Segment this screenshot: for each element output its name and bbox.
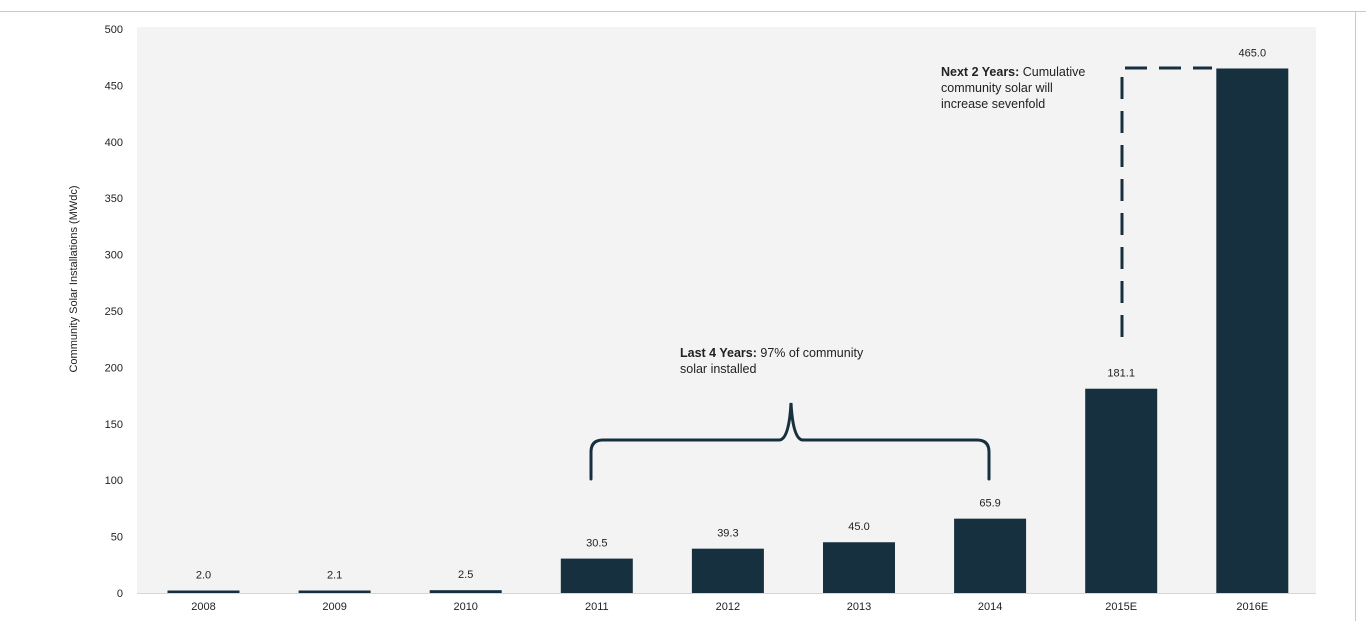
y-tick-label: 250 <box>105 306 123 318</box>
bar-2014 <box>954 518 1027 593</box>
right-border <box>1355 11 1356 621</box>
y-axis-label: Community Solar Installations (MWdc) <box>68 185 80 372</box>
y-tick-label: 400 <box>105 137 123 149</box>
next-two-years-annotation: Next 2 Years: Cumulative <box>941 65 1085 79</box>
value-label: 2.0 <box>196 570 211 582</box>
y-tick-label: 150 <box>105 419 123 431</box>
x-tick-label: 2010 <box>453 601 477 613</box>
y-tick-label: 500 <box>105 24 123 36</box>
y-tick-label: 300 <box>105 250 123 262</box>
value-label: 465.0 <box>1239 47 1267 59</box>
top-border <box>0 11 1366 12</box>
x-tick-label: 2011 <box>585 601 609 613</box>
value-label: 30.5 <box>586 538 607 550</box>
next-two-years-connector <box>1120 66 1212 337</box>
next-two-years-annotation-line3: increase sevenfold <box>941 97 1045 111</box>
value-label: 39.3 <box>717 528 738 540</box>
bar-2013 <box>823 542 895 593</box>
x-tick-label: 2013 <box>847 601 871 613</box>
bar-2008 <box>167 590 240 593</box>
bar-2011 <box>560 558 633 593</box>
y-tick-label: 200 <box>105 362 123 374</box>
next-two-years-annotation-line2: community solar will <box>941 81 1053 95</box>
y-tick-label: 350 <box>105 193 123 205</box>
y-axis-ticks: 0 50 100 150 200 250 300 350 400 450 500 <box>105 24 123 600</box>
value-label: 65.9 <box>979 498 1000 510</box>
last-four-years-annotation: Last 4 Years: 97% of community <box>680 346 864 360</box>
value-label: 2.5 <box>458 569 473 581</box>
bars <box>167 68 1289 594</box>
bar-2016e <box>1216 68 1289 594</box>
last-four-years-bold: Last 4 Years: <box>680 346 757 360</box>
bar-2010 <box>429 590 502 593</box>
bar-2015e <box>1085 388 1158 593</box>
x-tick-label: 2016E <box>1236 601 1268 613</box>
value-label: 181.1 <box>1107 368 1135 380</box>
next-two-years-line1: Cumulative <box>1019 65 1085 79</box>
x-tick-label: 2009 <box>322 601 346 613</box>
last-four-years-brace <box>589 402 991 481</box>
value-label: 45.0 <box>848 521 869 533</box>
value-label: 2.1 <box>327 570 342 582</box>
x-tick-label: 2014 <box>978 601 1002 613</box>
x-tick-label: 2008 <box>191 601 215 613</box>
value-labels: 2.0 2.1 2.5 30.5 39.3 45.0 65.9 181.1 465.0 <box>196 47 1266 581</box>
y-tick-label: 50 <box>111 532 123 544</box>
bar-2009 <box>298 590 371 593</box>
next-two-years-bold: Next 2 Years: <box>941 65 1019 79</box>
x-tick-label: 2012 <box>716 601 740 613</box>
last-four-years-annotation-line2: solar installed <box>680 362 756 376</box>
y-tick-label: 450 <box>105 80 123 92</box>
last-four-years-line1: 97% of community <box>757 346 864 360</box>
x-axis-ticks: 2008 2009 2010 2011 2012 2013 2014 2015E 2016E <box>191 601 1268 613</box>
y-tick-label: 0 <box>117 588 123 600</box>
x-tick-label: 2015E <box>1105 601 1137 613</box>
bar-2012 <box>691 548 764 593</box>
y-tick-label: 100 <box>105 475 123 487</box>
